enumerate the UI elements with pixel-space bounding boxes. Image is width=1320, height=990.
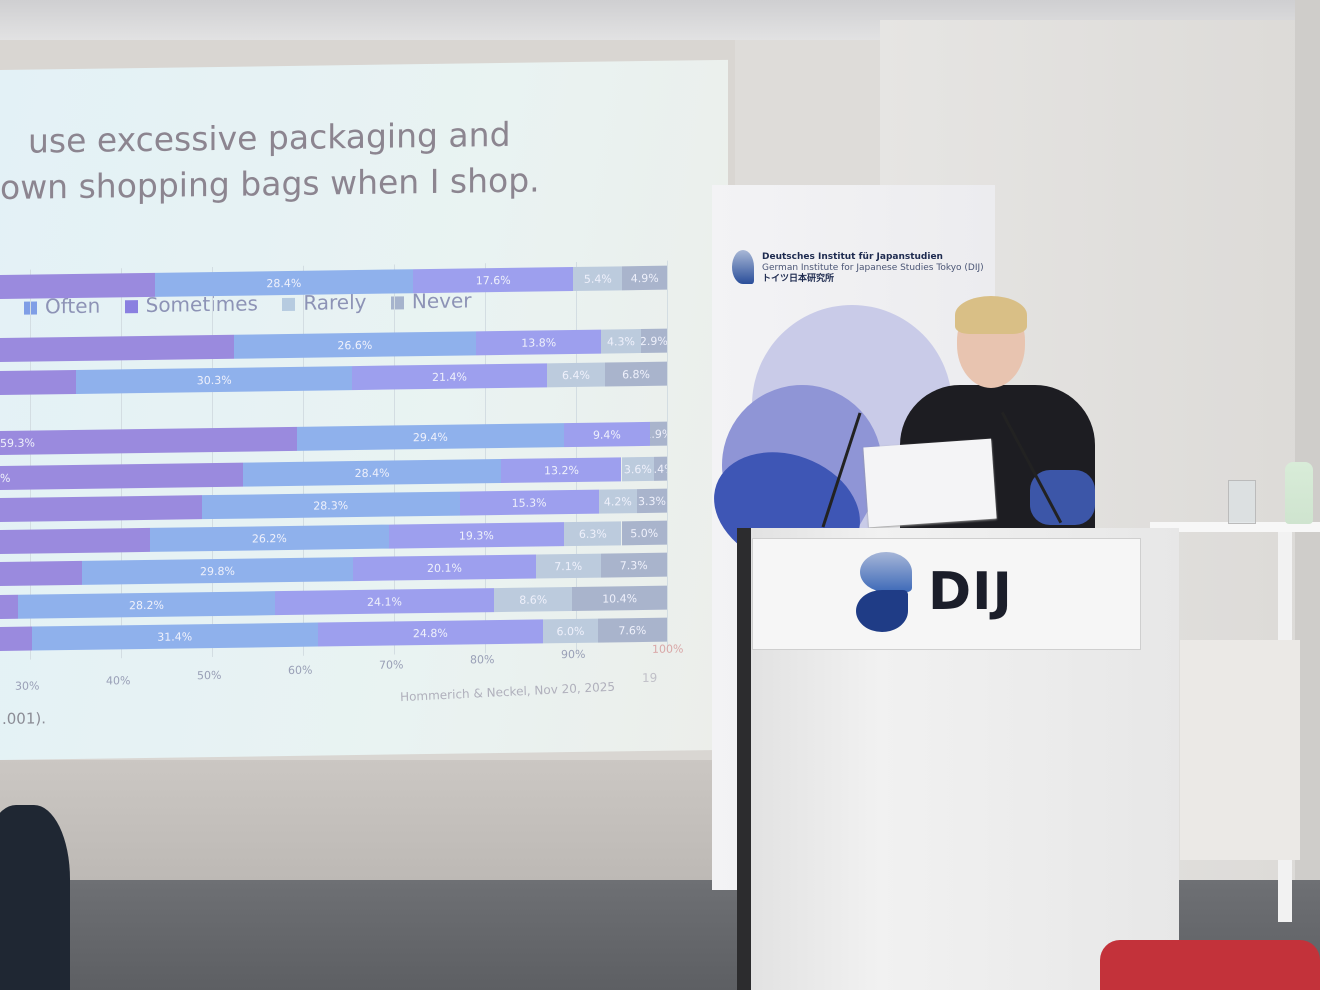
- bar-row: 26.2% 19.3% 6.3% 5.0%: [0, 520, 728, 554]
- dij-ginkgo-logo-icon: [860, 552, 912, 592]
- screen-bottom-wall: [0, 760, 735, 880]
- bar-segment: 28.3%: [201, 491, 460, 520]
- speaker-papers: [863, 438, 997, 528]
- bar-segment: 1.9%: [649, 421, 667, 446]
- x-tick-label: 60%: [288, 663, 313, 677]
- bar-segment: 24.1%: [274, 588, 495, 616]
- institute-name-en: German Institute for Japanese Studies To…: [762, 263, 984, 273]
- cabinet: [1180, 640, 1300, 860]
- bar-segment: 5.0%: [621, 520, 667, 546]
- institute-name-de: Deutsches Institut für Japanstudien: [762, 252, 943, 262]
- bar-segment: 7.1%: [535, 553, 601, 579]
- bar-row: 26.6% 13.8% 4.3% 2.9%: [0, 328, 728, 362]
- bar-segment: 59.3%: [0, 426, 297, 455]
- bar-segment: 7.6%: [597, 617, 667, 643]
- bar-segment: [0, 560, 82, 586]
- speaker-hair: [955, 296, 1027, 334]
- institute-name-ja: トイツ日本研究所: [762, 274, 835, 284]
- projected-slide: use excessive packaging and own shopping…: [0, 59, 728, 761]
- audience-member: [0, 805, 70, 990]
- bar-row: 28.2% 24.1% 8.6% 10.4%: [0, 585, 728, 619]
- podium-logo-text: DIJ: [928, 562, 1013, 622]
- bar-segment: 28.2%: [18, 591, 275, 619]
- bar-segment: 28.4%: [154, 269, 414, 297]
- bar-segment: 29.4%: [296, 423, 565, 451]
- bar-segment: 6.0%: [543, 618, 598, 644]
- bar-segment: 19.3%: [388, 522, 565, 549]
- x-tick-label: 30%: [15, 679, 40, 693]
- bar-segment: 28.4%: [242, 458, 502, 487]
- x-tick-label: 90%: [561, 647, 586, 662]
- bar-row: 28.3% 15.3% 4.2% 3.3%: [0, 488, 728, 522]
- bar-segment: [0, 594, 19, 619]
- dij-logo-icon: [732, 250, 754, 284]
- bar-segment: 21.4%: [352, 363, 547, 391]
- bar-row: % 28.4% 13.2% 3.6% 1.4%: [0, 456, 728, 490]
- bar-segment: 2.9%: [640, 328, 667, 354]
- x-tick-label: 40%: [106, 674, 131, 688]
- bar-segment: [0, 527, 151, 554]
- slide-number: 19: [642, 670, 658, 686]
- dij-ginkgo-logo-icon: [856, 590, 908, 632]
- bar-segment: 3.6%: [621, 456, 655, 482]
- bar-segment: [0, 626, 32, 651]
- bar-segment: 26.2%: [150, 524, 389, 552]
- bar-segment: 30.3%: [76, 366, 353, 394]
- speaker-sleeve: [1030, 470, 1095, 525]
- banner-institute-name: Deutsches Institut für Japanstudien Germ…: [762, 252, 984, 285]
- bar-segment: 7.3%: [600, 552, 667, 578]
- x-tick-label: 100%: [652, 642, 684, 656]
- bar-segment: 20.1%: [353, 554, 536, 582]
- bar-segment: 4.2%: [598, 489, 637, 514]
- bar-segment: 5.4%: [573, 266, 623, 291]
- bar-segment: [0, 495, 202, 522]
- bar-segment: 10.4%: [572, 585, 667, 612]
- bar-segment: [0, 334, 234, 362]
- bar-segment: 26.6%: [233, 331, 476, 359]
- bar-segment: 15.3%: [459, 489, 599, 516]
- bar-segment: [0, 272, 155, 299]
- slide-footnote: .001).: [2, 709, 47, 728]
- bar-segment: 6.3%: [564, 521, 622, 547]
- x-tick-label: 80%: [470, 653, 495, 667]
- bar-segment: 3.3%: [636, 488, 667, 514]
- bar-segment: 4.3%: [601, 329, 641, 354]
- x-tick-label: 70%: [379, 658, 404, 672]
- bar-segment: 13.8%: [475, 329, 602, 356]
- red-chair: [1100, 940, 1320, 990]
- bar-segment: 6.4%: [546, 362, 606, 388]
- bar-segment: 6.8%: [605, 361, 667, 387]
- bar-row: 31.4% 24.8% 6.0% 7.6%: [0, 617, 728, 651]
- water-bottle: [1285, 462, 1313, 524]
- bar-segment: 13.2%: [501, 457, 622, 483]
- bar-row: 29.8% 20.1% 7.1% 7.3%: [0, 552, 728, 586]
- bar-segment: 8.6%: [494, 587, 573, 613]
- stacked-bar-chart: 28.4% 17.6% 5.4% 4.9% 26.6% 13.8% 4.3% 2.9% 30.3…: [0, 60, 728, 760]
- podium-logo-panel: [752, 538, 1141, 650]
- water-glass: [1228, 480, 1256, 524]
- bar-row: 59.3% 29.4% 9.4% 1.9%: [0, 421, 728, 455]
- bar-segment: 24.8%: [317, 619, 544, 647]
- bar-segment: %: [0, 462, 243, 490]
- x-tick-label: 50%: [197, 668, 222, 683]
- side-table-top: [1150, 522, 1320, 532]
- bar-segment: 1.4%: [654, 456, 667, 481]
- bar-segment: 31.4%: [31, 622, 318, 651]
- bar-segment: 29.8%: [81, 557, 354, 585]
- bar-segment: 4.9%: [622, 265, 667, 291]
- bar-segment: [0, 369, 77, 395]
- bar-segment: 17.6%: [413, 266, 574, 294]
- bar-segment: 9.4%: [564, 421, 650, 448]
- bar-row: 30.3% 21.4% 6.4% 6.8%: [0, 361, 728, 395]
- bar-row: 28.4% 17.6% 5.4% 4.9%: [0, 265, 728, 299]
